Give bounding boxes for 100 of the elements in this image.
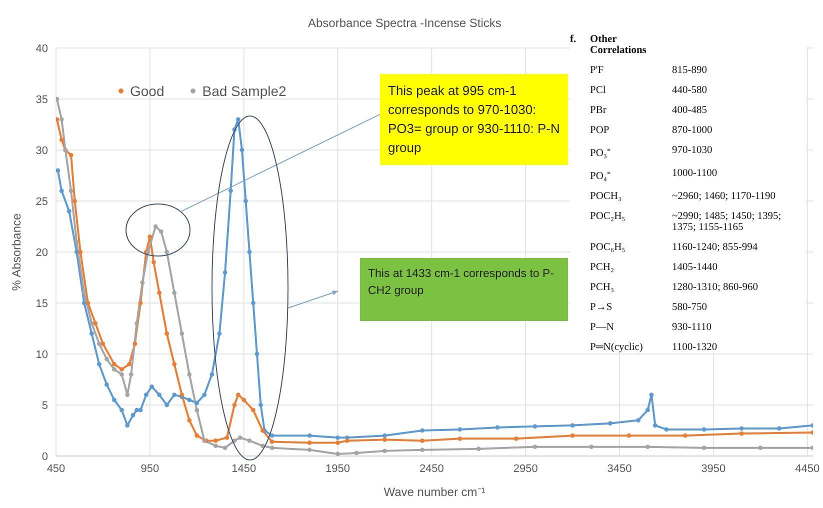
point [151, 260, 156, 264]
point [776, 426, 782, 431]
point [382, 433, 387, 438]
y-tick-label: 35 [36, 94, 48, 106]
annotation: P—N [590, 322, 615, 333]
point [210, 372, 214, 377]
x-axis-title: Wave number cm⁻¹ [384, 485, 486, 499]
point [222, 270, 228, 275]
point [739, 431, 744, 436]
annotation: 580-750 [672, 302, 708, 313]
point [247, 250, 252, 254]
point [458, 436, 462, 441]
point [683, 433, 688, 438]
text: f. [570, 34, 578, 47]
point [247, 438, 252, 443]
point [158, 229, 164, 234]
annotation: PO₄⁼ [590, 170, 612, 182]
point [739, 426, 744, 431]
legend-label: Good [129, 83, 164, 99]
y-tick-label: 30 [36, 144, 48, 157]
point [336, 440, 340, 445]
point [130, 413, 136, 418]
annotation: 1280-1310; 860-960 [672, 282, 760, 293]
annotation: ~2960; 1460; 1170-1190 [672, 191, 776, 202]
point [153, 224, 158, 229]
point [112, 362, 116, 366]
point [232, 402, 237, 408]
point [89, 331, 94, 336]
point [138, 408, 143, 412]
point [270, 446, 274, 450]
annotation: PCH₂ [590, 262, 616, 273]
point [236, 392, 240, 397]
point [702, 446, 706, 450]
point [172, 392, 177, 397]
point [382, 448, 387, 454]
point [217, 331, 222, 336]
point [382, 437, 387, 442]
chart-title: Absorbance Spectra -Incense Sticks [308, 16, 502, 30]
annotation: 930-1110 [672, 322, 712, 333]
point [589, 444, 594, 450]
point [653, 423, 658, 428]
annotation: POP [590, 125, 610, 136]
point [134, 408, 139, 412]
point [66, 209, 72, 214]
x-tick-label: 1450 [232, 462, 256, 475]
point [82, 290, 86, 295]
annotation: P═N(cyclic) [590, 342, 644, 353]
y-tick-label: 0 [42, 450, 48, 463]
point [222, 446, 228, 450]
annotation: 1100-1320 [672, 342, 718, 353]
point [97, 362, 102, 366]
point [187, 398, 192, 402]
point [420, 448, 424, 452]
point [86, 300, 90, 306]
x-tick-label: 2450 [419, 462, 444, 475]
point [164, 331, 170, 336]
point [127, 362, 132, 366]
point [649, 392, 654, 397]
point [307, 448, 312, 452]
point [476, 446, 481, 452]
annotation: 870-1000 [672, 125, 714, 136]
point [251, 408, 256, 412]
point [244, 198, 248, 204]
point [354, 450, 359, 456]
point [89, 321, 94, 326]
point [150, 384, 154, 389]
point [120, 408, 124, 412]
x-tick-label: 1950 [326, 462, 350, 475]
point [125, 392, 130, 397]
x-tick-label: 450 [46, 462, 66, 475]
point [100, 342, 106, 346]
point [224, 435, 230, 440]
x-tick-label: 950 [140, 462, 160, 475]
point [307, 440, 312, 445]
point [104, 382, 109, 387]
point [125, 423, 130, 428]
point [213, 438, 218, 443]
point [251, 300, 256, 306]
point [570, 433, 575, 438]
point [495, 425, 500, 430]
point [112, 367, 116, 372]
x-tick-label: 3450 [607, 462, 632, 475]
annotation: Other Correlations [590, 34, 648, 56]
point [74, 240, 79, 244]
point [132, 342, 138, 346]
x-tick-label: 2950 [513, 462, 538, 475]
point [56, 117, 60, 122]
point [134, 321, 139, 326]
annotation: P'F [590, 65, 605, 76]
point [238, 435, 242, 440]
point [213, 444, 218, 448]
point [270, 433, 274, 438]
point [228, 188, 233, 193]
point [74, 250, 79, 254]
point [420, 428, 424, 433]
point [164, 402, 170, 408]
point [270, 440, 274, 444]
y-tick-label: 25 [36, 196, 48, 208]
y-tick-label: 40 [36, 42, 48, 55]
point [202, 392, 207, 397]
